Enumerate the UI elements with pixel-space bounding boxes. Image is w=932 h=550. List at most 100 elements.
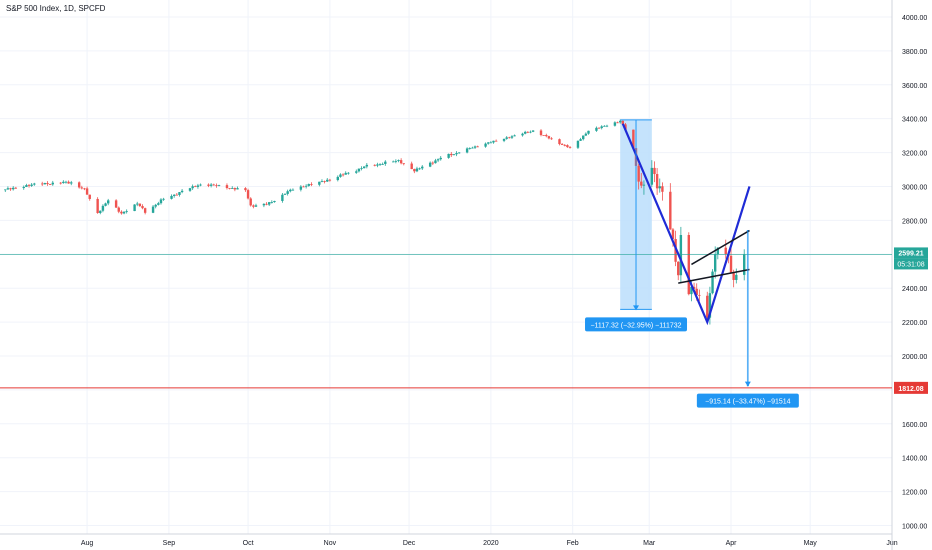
candle-body — [231, 188, 234, 189]
candle-body — [341, 174, 345, 176]
candle-body — [46, 183, 49, 185]
candle-body — [172, 194, 176, 196]
candle-body — [14, 187, 18, 189]
x-tick-label: Oct — [243, 540, 254, 547]
candle-body — [394, 161, 398, 162]
candle-body — [505, 137, 508, 139]
candle-body — [566, 145, 569, 148]
candle-body — [698, 294, 701, 296]
candle-body — [706, 295, 709, 318]
candle-body — [418, 168, 421, 170]
candle-body — [550, 138, 553, 140]
candle-body — [650, 167, 654, 185]
candle-body — [151, 206, 155, 213]
candle-body — [618, 120, 622, 123]
channel-lower-line[interactable] — [678, 268, 750, 284]
candle-body — [640, 181, 643, 186]
candle-body — [595, 127, 598, 131]
candle-body — [67, 181, 70, 184]
candle-body — [249, 198, 252, 206]
candle-body — [136, 203, 139, 205]
candle-body — [563, 144, 566, 146]
y-tick-label: 3400.00 — [902, 117, 927, 124]
candle-body — [392, 161, 395, 163]
candle-body — [117, 207, 120, 212]
candle-body — [735, 274, 738, 280]
candle-body — [476, 146, 479, 148]
candle-body — [304, 185, 308, 187]
candle-body — [455, 153, 458, 155]
candle-body — [510, 136, 514, 138]
measure-arrow-head — [744, 381, 751, 387]
candle-body — [143, 208, 147, 213]
chart-title: S&P 500 Index, 1D, SPCFD — [6, 4, 106, 13]
candle-body — [217, 185, 221, 186]
candle-body — [88, 194, 91, 199]
candle-body — [215, 185, 218, 187]
x-tick-label: 2020 — [483, 540, 499, 547]
candle-body — [677, 261, 680, 276]
candle-body — [318, 181, 321, 185]
x-tick-label: Sep — [163, 540, 176, 547]
candle-body — [175, 194, 179, 196]
candle-body — [711, 271, 714, 294]
candle-body — [283, 193, 287, 195]
y-tick-label: 2800.00 — [902, 218, 927, 225]
candle-body — [236, 188, 239, 190]
candle-body — [170, 195, 173, 199]
target-price-tag — [894, 381, 928, 394]
candle-body — [632, 129, 635, 149]
candle-body — [690, 286, 693, 295]
candle-body — [713, 254, 717, 272]
candle-body — [141, 206, 144, 209]
channel-upper-line[interactable] — [691, 229, 750, 266]
candle-body — [539, 130, 543, 136]
candle-body — [547, 136, 551, 139]
candle-body — [661, 186, 664, 192]
candle-body — [262, 203, 266, 206]
last-price-tag-text: 2599.21 — [898, 250, 923, 257]
candle-body — [133, 204, 136, 212]
x-tick-label: Mar — [643, 540, 656, 547]
candle-body — [568, 147, 572, 148]
candle-body — [162, 198, 165, 200]
x-tick-label: Dec — [403, 540, 416, 547]
v-trend-line[interactable] — [621, 123, 751, 326]
candle-body — [492, 140, 495, 143]
candle-body — [64, 181, 68, 183]
candle-body — [191, 186, 194, 189]
candle-body — [708, 293, 712, 318]
measure-label-text: −915.14 (−33.47%) −91514 — [705, 399, 791, 406]
candle-body — [447, 153, 450, 158]
candle-body — [523, 131, 527, 134]
candle-body — [397, 160, 400, 162]
candle-body — [376, 164, 379, 166]
candle-body — [254, 205, 258, 207]
candle-body — [339, 174, 342, 177]
last-price-tag — [894, 247, 928, 259]
x-tick-label: May — [804, 540, 818, 547]
candle-body — [286, 191, 289, 194]
candle-body — [468, 148, 471, 149]
candle-body — [194, 186, 197, 188]
candle-body — [732, 273, 735, 280]
x-tick-label: Aug — [81, 540, 94, 547]
candle-body — [328, 179, 332, 181]
y-tick-label: 1200.00 — [902, 490, 927, 497]
candle-body — [6, 188, 10, 190]
candle-body — [344, 172, 347, 175]
candle-body — [421, 166, 424, 169]
candle-body — [233, 188, 237, 190]
candle-body — [487, 142, 490, 144]
candle-body — [582, 135, 585, 140]
candle-body — [642, 184, 646, 186]
candle-body — [624, 124, 627, 130]
candle-body — [154, 204, 157, 207]
candle-body — [70, 182, 73, 184]
candle-body — [413, 169, 416, 172]
candle-body — [450, 153, 453, 156]
candle-body — [244, 188, 247, 191]
candle-body — [323, 181, 326, 182]
